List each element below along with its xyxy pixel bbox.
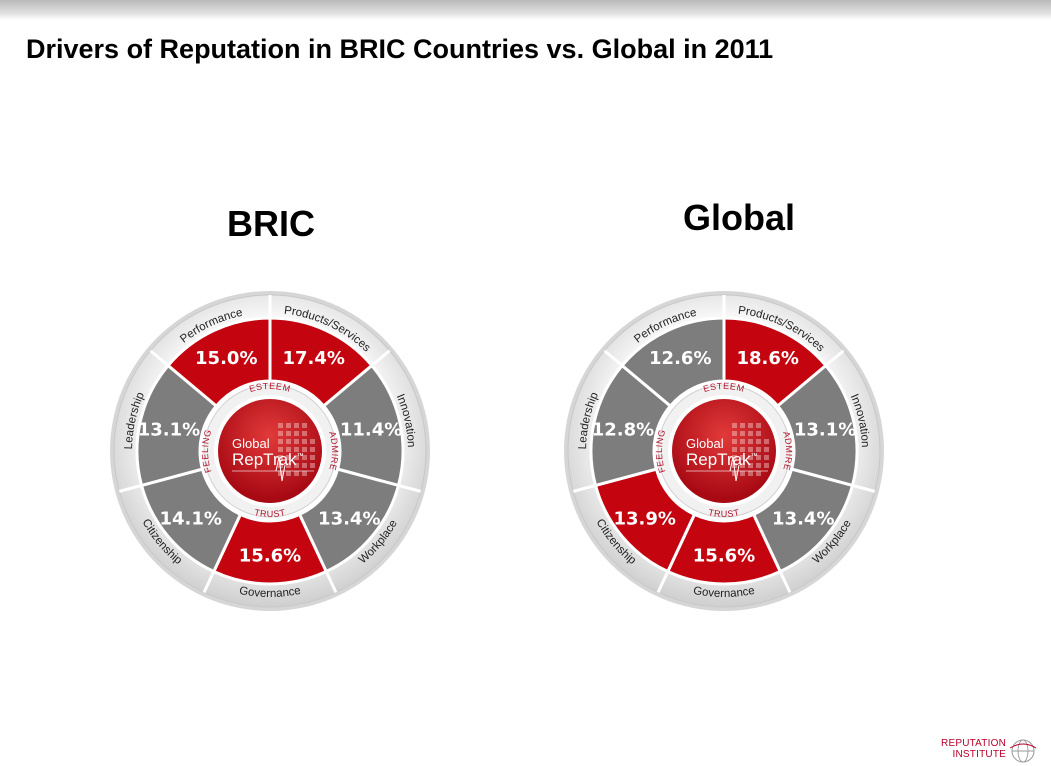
pulse-line-icon xyxy=(729,456,740,482)
value-label-workplace: 13.4% xyxy=(772,509,834,530)
slide-top-bar xyxy=(0,0,1051,20)
value-label-governance: 15.6% xyxy=(693,546,755,567)
ring-divider xyxy=(370,349,391,367)
hub-label-trust: TRUST xyxy=(253,507,286,519)
category-label-governance: Governance xyxy=(238,585,302,600)
ring-divider xyxy=(778,570,792,594)
ring-divider xyxy=(118,483,142,493)
value-label-performance: 15.0% xyxy=(195,348,257,369)
ring-divider xyxy=(572,483,596,493)
ring-divider xyxy=(202,570,216,594)
brand-reptrak: RepTrak™ xyxy=(232,450,304,469)
slide-title: Drivers of Reputation in BRIC Countries … xyxy=(26,34,774,64)
value-label-products-services: 17.4% xyxy=(283,348,345,369)
ring-divider xyxy=(324,570,338,594)
hub-label-trust: TRUST xyxy=(707,507,740,519)
category-label-governance: Governance xyxy=(692,585,756,600)
value-label-workplace: 13.4% xyxy=(318,509,380,530)
reptrak-wheel-global: Products/ServicesInnovationWorkplaceGove… xyxy=(564,291,884,611)
chart-title-bric: BRIC xyxy=(227,203,315,244)
hub-label-esteem: ESTEEM xyxy=(702,381,746,394)
globe-icon xyxy=(1009,739,1037,763)
hub-label-admire: ADMIRE xyxy=(327,430,340,472)
brand-reptrak: RepTrak™ xyxy=(686,450,758,469)
hub-label-esteem: ESTEEM xyxy=(248,381,292,394)
reptrak-wheel-bric: Products/ServicesInnovationWorkplaceGove… xyxy=(110,291,430,611)
chart-title-global: Global xyxy=(682,197,795,238)
value-label-citizenship: 13.9% xyxy=(613,509,675,530)
logo-line2: INSTITUTE xyxy=(952,749,1006,760)
value-label-governance: 15.6% xyxy=(239,546,301,567)
value-label-performance: 12.6% xyxy=(649,348,711,369)
ring-divider xyxy=(603,349,624,367)
hub-texture xyxy=(278,423,315,476)
value-label-products-services: 18.6% xyxy=(737,348,799,369)
hub-core xyxy=(218,399,322,503)
logo-line1: REPUTATION xyxy=(941,738,1006,749)
ring-divider xyxy=(852,483,876,493)
value-label-citizenship: 14.1% xyxy=(159,509,221,530)
pulse-line-icon xyxy=(275,456,286,482)
hub-core xyxy=(672,399,776,503)
value-label-leadership: 12.8% xyxy=(592,420,654,441)
ring-divider xyxy=(824,349,845,367)
brand-global: Global xyxy=(232,436,270,451)
value-label-innovation: 13.1% xyxy=(794,420,856,441)
brand-global: Global xyxy=(686,436,724,451)
value-label-leadership: 13.1% xyxy=(138,420,200,441)
ring-divider xyxy=(656,570,670,594)
hub-label-feeling: FEELING xyxy=(654,428,667,474)
hub-texture xyxy=(732,423,769,476)
reputation-institute-logo: REPUTATION INSTITUTE xyxy=(941,738,1044,764)
hub-label-feeling: FEELING xyxy=(200,428,213,474)
value-label-innovation: 11.4% xyxy=(340,420,402,441)
ring-divider xyxy=(149,349,170,367)
hub-label-admire: ADMIRE xyxy=(781,430,794,472)
ring-divider xyxy=(398,483,422,493)
